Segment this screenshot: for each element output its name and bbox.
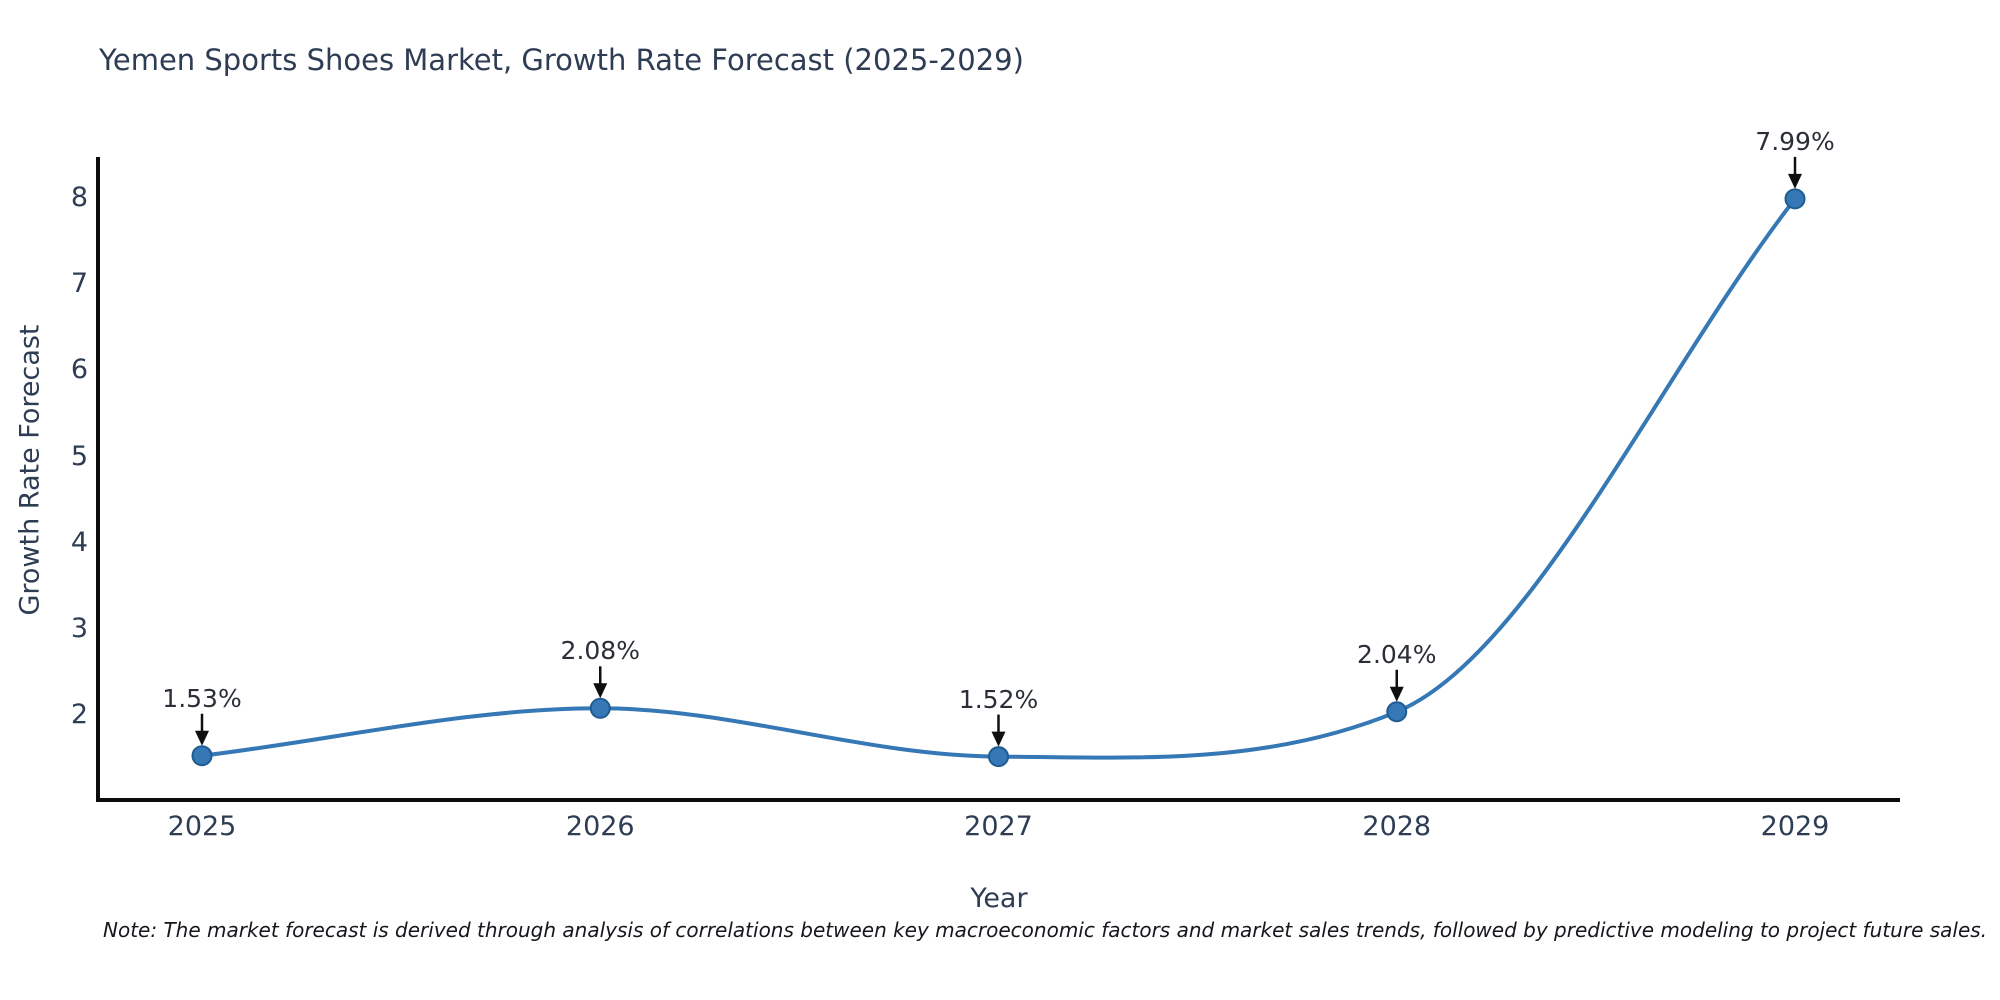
annotation-arrowhead-icon <box>1788 173 1802 189</box>
annotation-arrowhead-icon <box>593 683 608 699</box>
annotation-arrowhead-icon <box>991 731 1006 747</box>
chart-title: Yemen Sports Shoes Market, Growth Rate F… <box>99 43 1024 77</box>
data-point-marker <box>589 697 611 719</box>
point-value-annotation: 7.99% <box>1755 126 1835 156</box>
y-tick-label: 5 <box>70 440 88 472</box>
point-value-annotation: 1.52% <box>958 684 1039 714</box>
point-value-annotation: 1.53% <box>162 683 242 713</box>
y-tick-label: 8 <box>70 182 88 213</box>
y-tick-label: 6 <box>70 354 88 386</box>
data-point-marker <box>191 745 213 767</box>
y-tick-label: 3 <box>70 613 88 644</box>
x-tick-label: 2029 <box>1760 811 1830 842</box>
annotation-arrowhead-icon <box>1389 686 1404 702</box>
x-tick-label: 2026 <box>565 811 635 842</box>
data-point-marker <box>1784 188 1806 210</box>
y-tick-label: 2 <box>70 699 88 731</box>
data-point-marker <box>988 746 1009 768</box>
footnote: Note: The market forecast is derived thr… <box>103 918 1988 942</box>
data-point-marker <box>1386 701 1408 723</box>
x-tick-label: 2027 <box>964 811 1033 842</box>
trend-line <box>200 196 1797 760</box>
annotation-arrowhead-icon <box>195 730 209 746</box>
x-tick-label: 2028 <box>1362 811 1432 842</box>
y-tick-label: 7 <box>70 268 88 300</box>
x-axis-title: Year <box>970 883 1028 914</box>
y-tick-label: 4 <box>70 526 88 558</box>
point-value-annotation: 2.04% <box>1357 639 1437 669</box>
x-tick-label: 2025 <box>167 811 237 842</box>
point-value-annotation: 2.08% <box>560 636 640 666</box>
